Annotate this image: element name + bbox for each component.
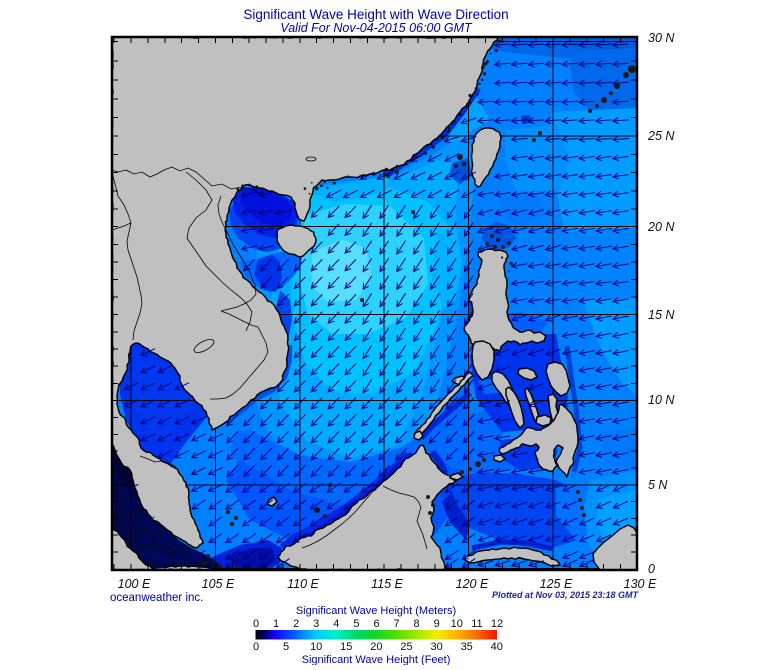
svg-text:Significant Wave Height (Feet): Significant Wave Height (Feet) xyxy=(302,654,451,665)
svg-text:11: 11 xyxy=(471,618,482,630)
svg-text:5 N: 5 N xyxy=(648,478,668,492)
svg-text:Significant Wave Height (Meter: Significant Wave Height (Meters) xyxy=(296,605,456,617)
svg-text:1: 1 xyxy=(273,618,279,630)
svg-text:6: 6 xyxy=(373,618,379,630)
svg-text:130 E: 130 E xyxy=(624,577,657,591)
svg-text:9: 9 xyxy=(434,618,440,630)
svg-text:100 E: 100 E xyxy=(118,577,151,591)
svg-text:0: 0 xyxy=(648,562,655,576)
svg-text:2: 2 xyxy=(293,618,299,630)
svg-text:15: 15 xyxy=(340,641,352,653)
svg-text:15 N: 15 N xyxy=(648,308,675,322)
svg-text:20: 20 xyxy=(370,641,382,653)
svg-text:20 N: 20 N xyxy=(647,220,675,234)
svg-text:oceanweather inc.: oceanweather inc. xyxy=(110,592,203,604)
svg-text:0: 0 xyxy=(253,618,259,630)
svg-text:10: 10 xyxy=(451,618,463,630)
svg-text:Plotted at Nov 03, 2015 23:18: Plotted at Nov 03, 2015 23:18 GMT xyxy=(492,590,640,600)
svg-text:7: 7 xyxy=(394,618,400,630)
svg-text:12: 12 xyxy=(491,618,503,630)
svg-text:Significant Wave Height with W: Significant Wave Height with Wave Direct… xyxy=(243,7,508,22)
svg-text:25: 25 xyxy=(400,641,412,653)
svg-text:25 N: 25 N xyxy=(647,129,675,143)
svg-text:40: 40 xyxy=(491,641,503,653)
svg-text:35: 35 xyxy=(461,641,473,653)
svg-text:105 E: 105 E xyxy=(202,577,235,591)
svg-text:5: 5 xyxy=(353,618,359,630)
svg-text:5: 5 xyxy=(283,641,289,653)
svg-text:110 E: 110 E xyxy=(287,577,319,591)
svg-text:0: 0 xyxy=(253,641,259,653)
svg-text:4: 4 xyxy=(333,618,339,630)
svg-text:30 N: 30 N xyxy=(648,31,675,45)
svg-text:125 E: 125 E xyxy=(540,577,573,591)
svg-text:8: 8 xyxy=(414,618,420,630)
svg-text:10: 10 xyxy=(310,641,322,653)
svg-text:30: 30 xyxy=(430,641,442,653)
svg-text:120 E: 120 E xyxy=(456,577,489,591)
svg-text:115 E: 115 E xyxy=(371,577,403,591)
svg-text:3: 3 xyxy=(313,618,319,630)
svg-text:Valid For Nov-04-2015 06:00 GM: Valid For Nov-04-2015 06:00 GMT xyxy=(280,21,473,35)
svg-text:10 N: 10 N xyxy=(648,393,675,407)
